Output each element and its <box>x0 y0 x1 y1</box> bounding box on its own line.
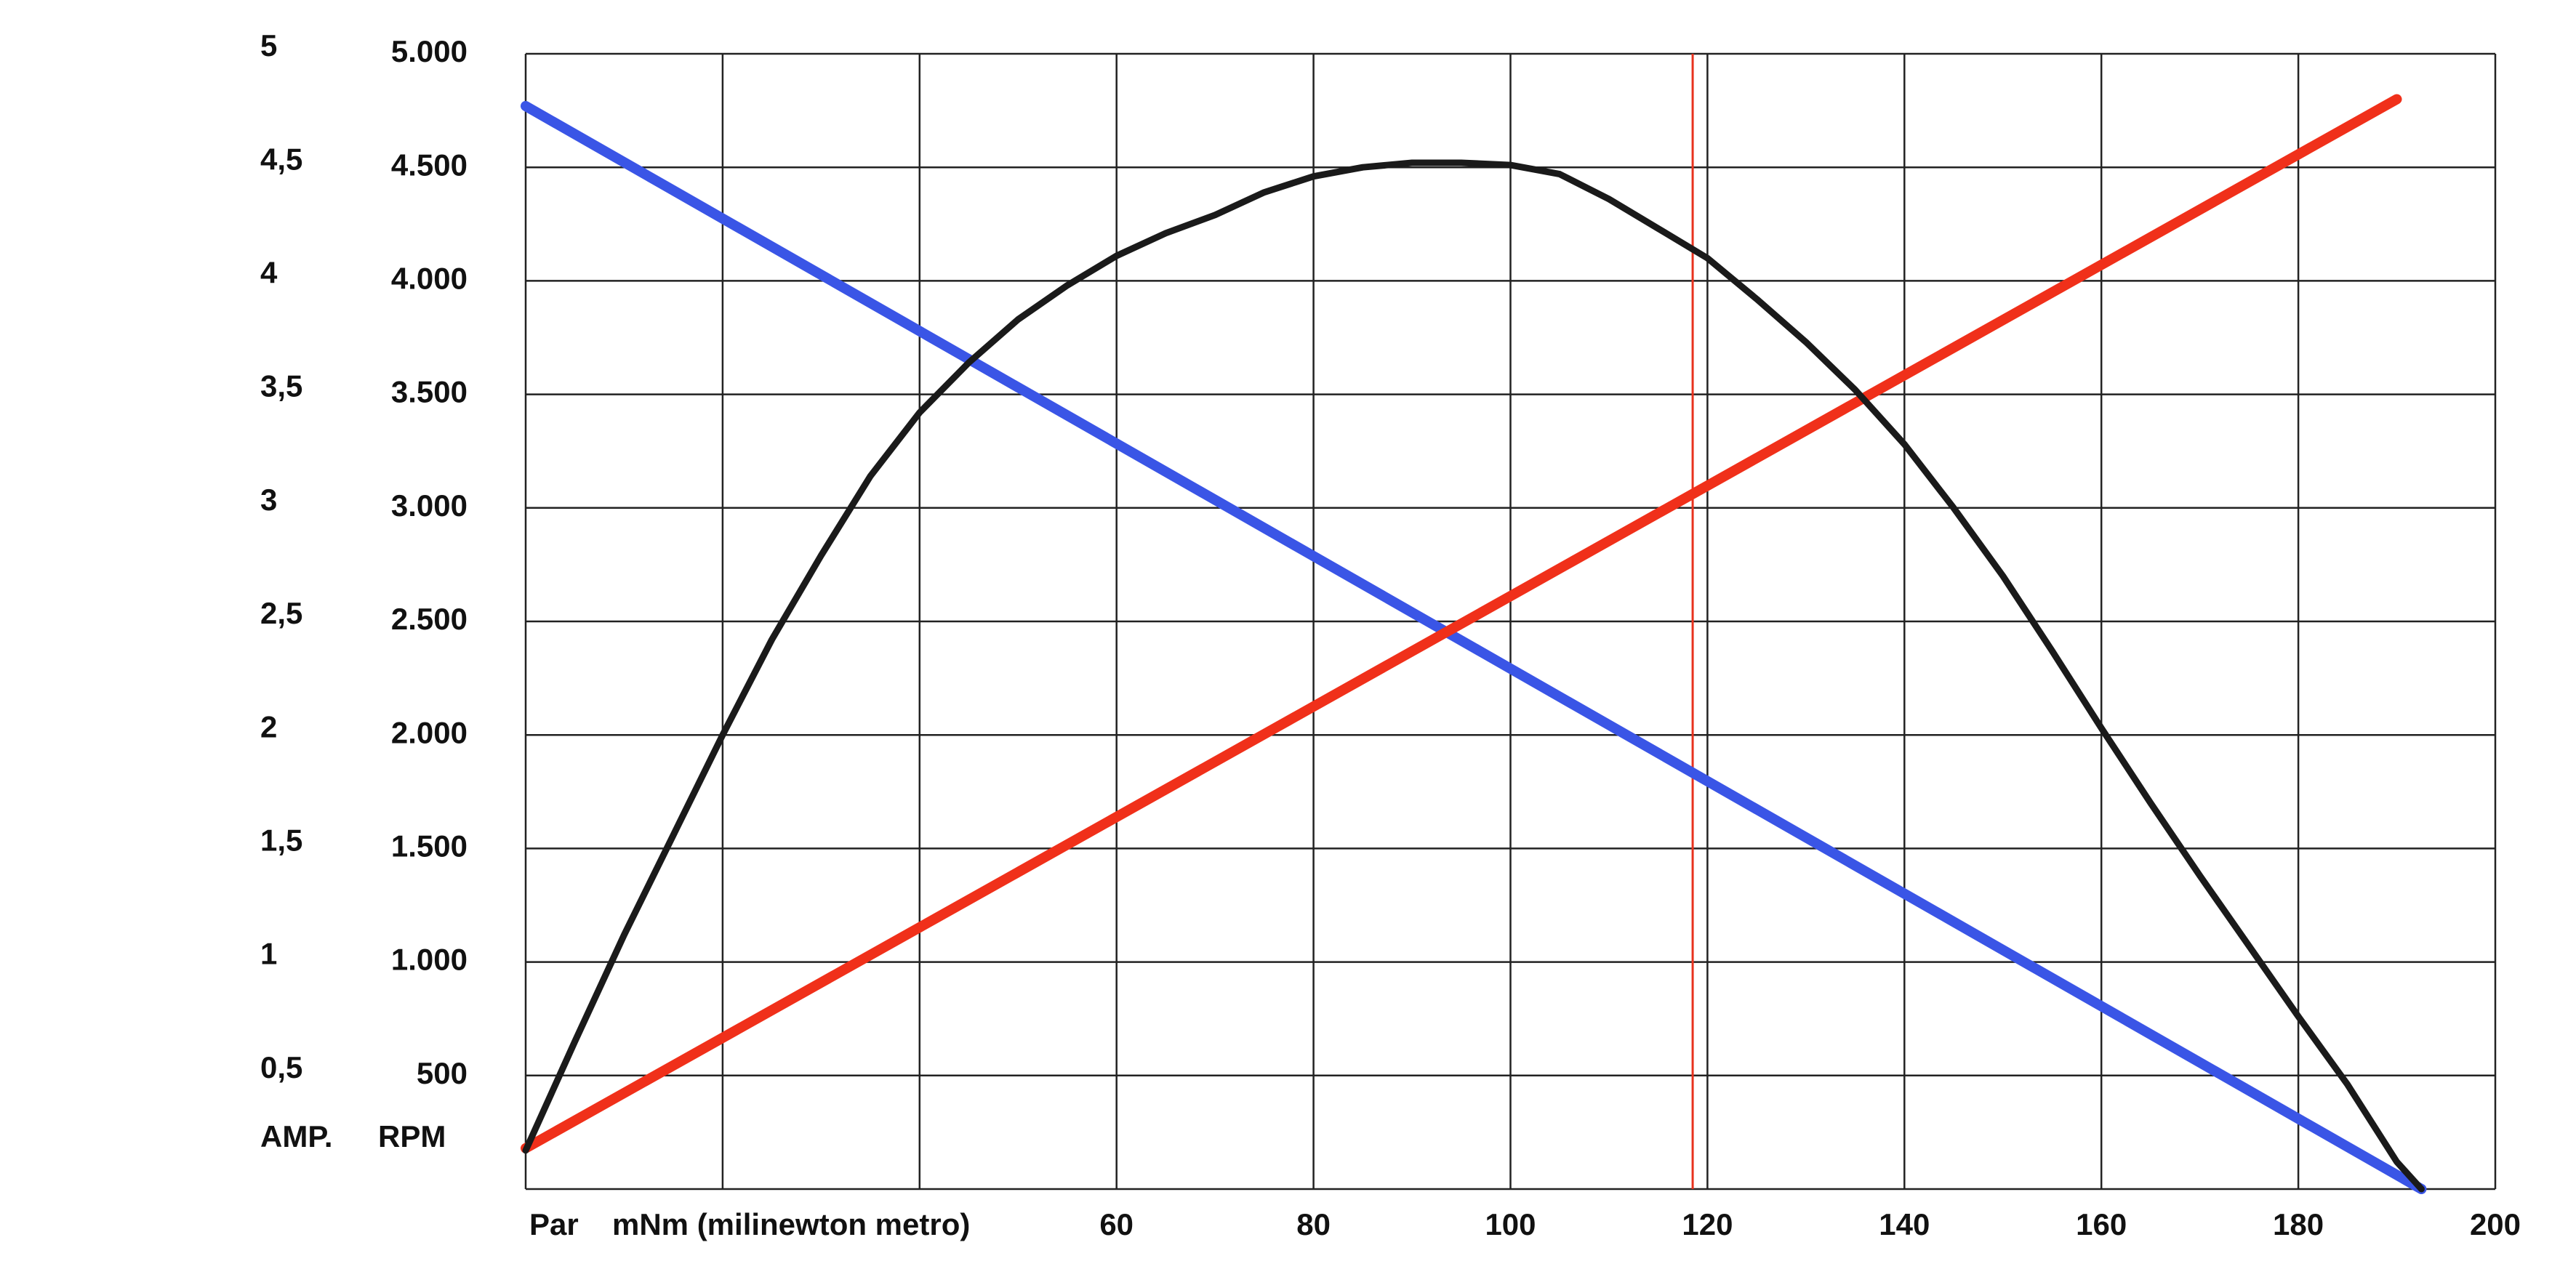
amp-tick-label: 2 <box>260 709 277 744</box>
x-tick-label: 80 <box>1296 1207 1331 1241</box>
x-axis-title: mNm (milinewton metro) <box>612 1207 970 1241</box>
rpm-tick-label: 3.500 <box>391 375 468 409</box>
rpm-tick-label: 5.000 <box>391 34 468 68</box>
rpm-tick-label: 4.500 <box>391 148 468 182</box>
rpm-tick-label: 500 <box>417 1056 468 1090</box>
amp-tick-label: 4 <box>260 255 278 289</box>
amp-tick-label: 0,5 <box>260 1050 302 1084</box>
x-tick-label: 200 <box>2470 1207 2521 1241</box>
x-tick-label: 100 <box>1485 1207 1536 1241</box>
amp-tick-label: 1 <box>260 937 277 971</box>
x-tick-label: 180 <box>2273 1207 2324 1241</box>
rpm-tick-label: 2.000 <box>391 715 468 749</box>
amp-tick-label: 3,5 <box>260 369 302 403</box>
rpm-tick-label: 3.000 <box>391 488 468 523</box>
x-tick-label: 120 <box>1682 1207 1733 1241</box>
x-tick-label: 60 <box>1099 1207 1133 1241</box>
series-amp-line <box>521 94 2402 1153</box>
rpm-tick-label: 4.000 <box>391 261 468 295</box>
rpm-tick-label: 2.500 <box>391 602 468 636</box>
amp-tick-label: 2,5 <box>260 596 302 630</box>
series-layer <box>521 94 2427 1194</box>
x-axis-unit-label: Par <box>529 1207 579 1241</box>
series-power-curve <box>522 159 2425 1193</box>
grid <box>524 52 2497 1191</box>
x-tick-label: 140 <box>1879 1207 1930 1241</box>
amp-tick-label: 4,5 <box>260 142 302 176</box>
series-rpm-line <box>521 100 2427 1194</box>
rpm-axis-title: RPM <box>378 1119 446 1153</box>
rpm-tick-label: 1.500 <box>391 829 468 863</box>
amp-tick-label: 1,5 <box>260 823 302 857</box>
axis-labels: 500 1.000 1.500 2.000 2.500 3.000 3.500 4.000 4.… <box>260 28 2521 1241</box>
rpm-tick-label: 1.000 <box>391 943 468 977</box>
amp-axis-title: AMP. <box>260 1119 333 1153</box>
amp-tick-label: 5 <box>260 28 277 63</box>
x-tick-label: 160 <box>2076 1207 2127 1241</box>
amp-tick-label: 3 <box>260 483 277 517</box>
